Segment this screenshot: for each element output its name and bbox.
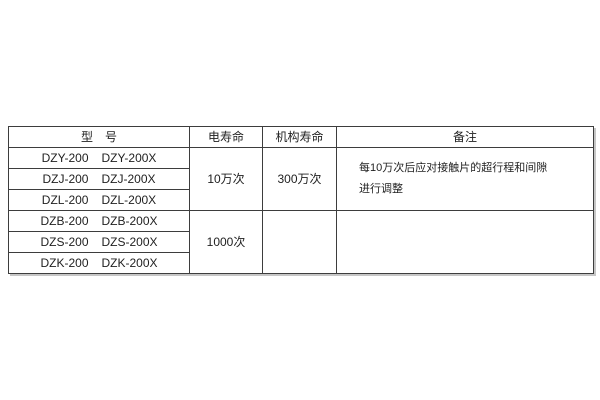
remarks-cell <box>336 210 594 274</box>
model-code-x: DZL-200X <box>101 193 157 207</box>
header-remarks: 备注 <box>336 126 594 148</box>
header-electrical-life: 电寿命 <box>189 126 263 148</box>
model-pair: DZL-200 DZL-200X <box>41 191 157 210</box>
model-code: DZS-200 <box>40 235 89 249</box>
header-mechanical-life: 机构寿命 <box>262 126 337 148</box>
model-code-x: DZK-200X <box>101 256 158 270</box>
model-pair: DZK-200 DZK-200X <box>40 254 158 273</box>
table-row: DZB-200 DZB-200X 1000次 <box>8 210 594 274</box>
model-cell: DZY-200 DZY-200X <box>8 147 190 169</box>
model-cell: DZL-200 DZL-200X <box>8 189 190 211</box>
remark-line: 进行调整 <box>359 183 403 195</box>
table-row: DZJ-200 DZJ-200X <box>8 168 594 190</box>
mechanical-life-cell: 300万次 <box>262 147 337 211</box>
header-model: 型 号 <box>8 126 190 148</box>
remarks-cell: 每10万次后应对接触片的超行程和间隙 进行调整 <box>336 147 594 211</box>
header-row: 型 号 电寿命 机构寿命 备注 <box>8 126 594 148</box>
model-code: DZB-200 <box>40 214 89 228</box>
model-code: DZL-200 <box>41 193 89 207</box>
model-code: DZJ-200 <box>42 172 89 186</box>
spec-table: 型 号 电寿命 机构寿命 备注 DZY-200 DZY-200X 10万次 30… <box>8 126 594 274</box>
remark-line: 每10万次后应对接触片的超行程和间隙 <box>359 162 548 174</box>
table-row: DZS-200 DZS-200X <box>8 231 594 253</box>
table-row: DZY-200 DZY-200X 10万次 300万次 每10万次后应对接触片的… <box>8 147 594 211</box>
model-cell: DZJ-200 DZJ-200X <box>8 168 190 190</box>
electrical-life-cell: 1000次 <box>189 210 263 274</box>
electrical-life-cell: 10万次 <box>189 147 263 211</box>
model-cell: DZB-200 DZB-200X <box>8 210 190 232</box>
model-code: DZK-200 <box>40 256 89 270</box>
mechanical-life-cell <box>262 210 337 274</box>
table-row: DZL-200 DZL-200X <box>8 189 594 211</box>
model-pair: DZY-200 DZY-200X <box>41 149 157 168</box>
model-code-x: DZY-200X <box>101 151 157 165</box>
model-cell: DZS-200 DZS-200X <box>8 231 190 253</box>
model-pair: DZB-200 DZB-200X <box>40 212 158 231</box>
model-cell: DZK-200 DZK-200X <box>8 252 190 274</box>
table-row: DZK-200 DZK-200X <box>8 252 594 274</box>
model-pair: DZS-200 DZS-200X <box>40 233 158 252</box>
model-code: DZY-200 <box>41 151 89 165</box>
model-code-x: DZJ-200X <box>101 172 156 186</box>
model-code-x: DZB-200X <box>101 214 158 228</box>
model-pair: DZJ-200 DZJ-200X <box>42 170 156 189</box>
model-code-x: DZS-200X <box>101 235 158 249</box>
